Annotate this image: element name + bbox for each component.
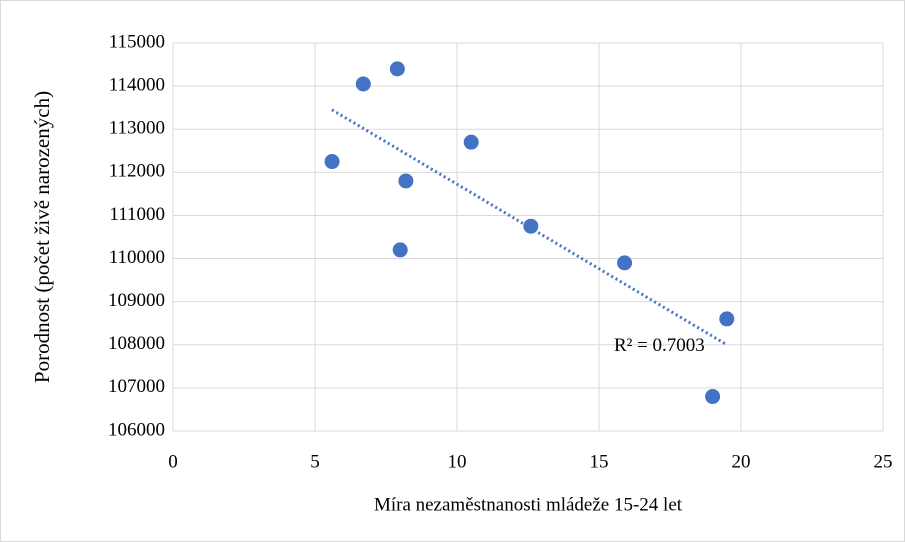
y-tick-label: 115000 [109,31,165,52]
x-tick-label: 15 [590,451,609,472]
y-tick-label: 106000 [108,419,165,440]
y-tick-label: 112000 [109,161,165,182]
x-tick-label: 0 [168,451,178,472]
scatter-point [398,173,414,189]
trendline [331,108,728,347]
scatter-point [392,242,408,258]
x-axis-title: Míra nezaměstnanosti mládeže 15-24 let [374,494,683,515]
y-axis-title: Porodnost (počet živě narozených) [30,91,54,383]
x-tick-label: 20 [732,451,751,472]
annotation: R² = 0.7003 [614,335,705,356]
scatter-point [705,389,721,405]
y-tick-label: 109000 [108,290,165,311]
y-tick-label: 114000 [109,74,165,95]
scatter-point [523,218,539,234]
scatter-point [463,134,479,150]
scatter-point [355,76,371,92]
scatter-point [719,311,735,327]
scatter-point [389,61,405,77]
y-tick-label: 107000 [108,376,165,397]
scatter-point [324,154,340,170]
x-tick-label: 25 [874,451,893,472]
y-tick-label: 108000 [108,333,165,354]
x-tick-label: 5 [310,451,320,472]
y-tick-label: 113000 [109,118,165,139]
x-tick-label: 10 [448,451,467,472]
y-tick-label: 110000 [109,247,165,268]
scatter-point [617,255,633,271]
y-tick-label: 111000 [109,204,165,225]
